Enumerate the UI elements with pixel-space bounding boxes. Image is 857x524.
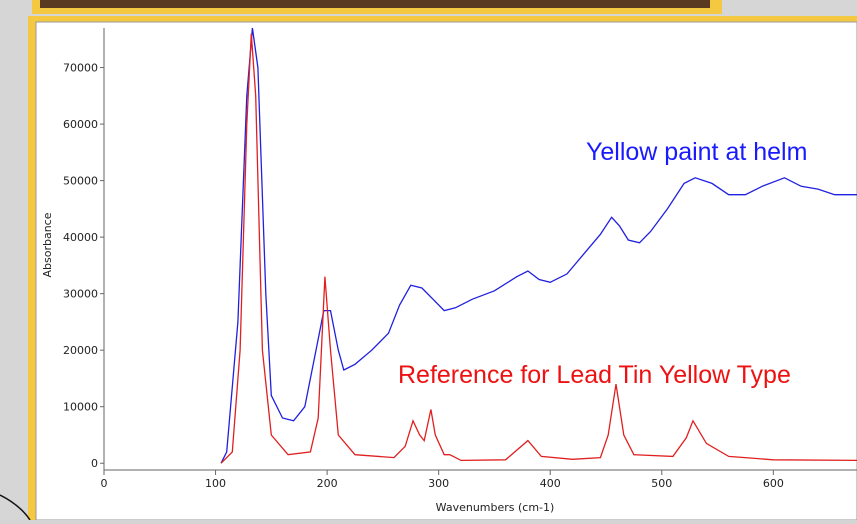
x-tick-label: 600 [763, 477, 784, 490]
x-tick-label: 100 [205, 477, 226, 490]
plot-panel [35, 21, 857, 521]
y-tick-label: 50000 [63, 175, 98, 188]
image-strip [40, 0, 710, 8]
y-tick-label: 40000 [63, 231, 98, 244]
series-line [220, 33, 857, 464]
y-tick-label: 10000 [63, 401, 98, 414]
x-tick-label: 0 [101, 477, 108, 490]
series-line [220, 27, 857, 464]
y-tick-label: 20000 [63, 344, 98, 357]
y-tick-label: 70000 [63, 62, 98, 75]
x-tick-label: 300 [428, 477, 449, 490]
x-tick-label: 500 [651, 477, 672, 490]
y-tick-label: 30000 [63, 288, 98, 301]
y-axis-label: Absorbance [41, 212, 54, 277]
annotation: Reference for Lead Tin Yellow Type [398, 361, 791, 389]
y-tick-label: 0 [91, 457, 98, 470]
x-tick-label: 400 [540, 477, 561, 490]
y-tick-label: 60000 [63, 118, 98, 131]
annotation: Yellow paint at helm [586, 138, 807, 166]
x-tick-label: 200 [317, 477, 338, 490]
decoration [0, 494, 31, 521]
x-axis-label: Wavenumbers (cm-1) [436, 501, 555, 514]
